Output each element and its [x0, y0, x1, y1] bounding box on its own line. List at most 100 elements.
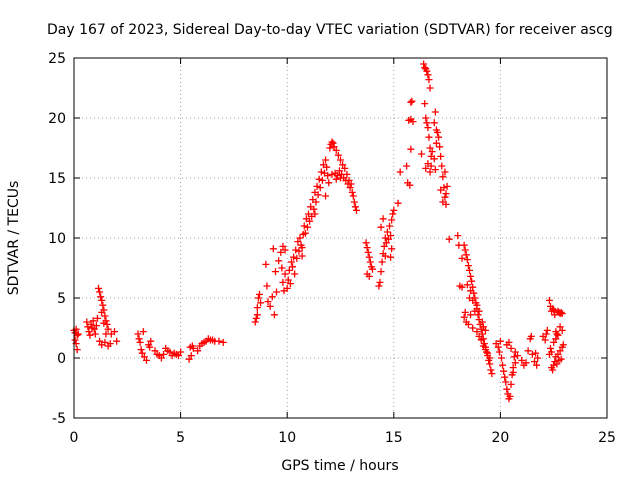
data-point	[73, 331, 81, 339]
data-point	[325, 179, 333, 187]
data-point	[406, 181, 414, 189]
data-point	[558, 326, 566, 334]
data-point	[215, 337, 223, 345]
data-point	[467, 287, 475, 295]
data-point	[290, 253, 298, 261]
data-point	[271, 268, 279, 276]
data-point	[95, 284, 103, 292]
data-point	[554, 331, 562, 339]
data-point	[549, 366, 557, 374]
data-point	[495, 348, 503, 356]
data-point	[277, 248, 285, 256]
data-point	[303, 223, 311, 231]
data-point	[458, 283, 466, 291]
data-point	[92, 322, 100, 330]
data-point	[352, 206, 360, 214]
data-point	[425, 133, 433, 141]
plot-frame	[73, 57, 608, 419]
data-point	[326, 144, 334, 152]
data-point	[499, 361, 507, 369]
data-point	[511, 348, 519, 356]
data-point	[300, 222, 308, 230]
data-point	[279, 278, 287, 286]
data-point	[379, 215, 387, 223]
data-point	[426, 168, 434, 176]
data-point	[387, 232, 395, 240]
data-point	[337, 156, 344, 164]
data-point	[390, 206, 398, 214]
y-tick-label: -5	[52, 411, 66, 427]
data-point	[422, 114, 430, 122]
data-point	[136, 338, 144, 346]
data-point	[541, 336, 549, 344]
data-point	[503, 385, 511, 393]
data-point	[93, 314, 101, 322]
data-point	[375, 282, 383, 290]
x-tick-label: 0	[70, 430, 79, 446]
data-point	[335, 167, 343, 175]
y-axis-label: SDTVAR / TECUs	[6, 181, 22, 296]
data-point	[376, 278, 384, 286]
data-point	[337, 174, 344, 182]
data-point	[71, 336, 79, 344]
data-point	[74, 330, 82, 338]
y-tick-label: 5	[57, 291, 66, 307]
data-point	[460, 313, 468, 321]
data-point	[463, 281, 471, 289]
data-point	[479, 323, 487, 331]
x-tick-label: 20	[491, 430, 509, 446]
data-point	[557, 355, 565, 363]
y-tick-label: 15	[48, 171, 66, 187]
data-point	[328, 138, 336, 146]
data-point	[330, 143, 338, 151]
data-point	[251, 318, 259, 326]
data-point	[139, 328, 147, 336]
data-point	[502, 378, 510, 386]
data-point	[285, 266, 293, 274]
data-point	[427, 162, 435, 170]
data-point	[151, 347, 159, 355]
data-point	[473, 301, 481, 309]
data-point	[146, 343, 154, 351]
data-point	[518, 356, 526, 364]
data-point	[298, 244, 306, 252]
data-point	[286, 280, 294, 288]
data-point	[527, 332, 535, 340]
data-point	[477, 336, 485, 344]
data-point	[380, 242, 388, 250]
data-point	[363, 244, 371, 252]
data-point	[388, 245, 396, 253]
data-point	[551, 311, 559, 319]
data-point	[500, 367, 508, 375]
data-point	[157, 354, 165, 362]
data-point	[494, 343, 502, 351]
data-point	[496, 337, 504, 345]
data-point	[194, 347, 202, 355]
data-point	[505, 338, 513, 346]
data-point	[442, 190, 450, 198]
data-point	[465, 266, 473, 274]
data-point	[318, 176, 326, 184]
data-point	[510, 353, 518, 361]
data-point	[334, 151, 342, 159]
data-point	[219, 338, 227, 346]
grid-lines	[74, 58, 607, 418]
data-point	[468, 277, 476, 285]
data-point	[185, 355, 193, 363]
data-point	[346, 184, 354, 192]
data-point	[366, 258, 374, 266]
data-point	[407, 145, 415, 153]
data-point	[469, 324, 477, 332]
data-point	[381, 234, 389, 242]
data-point	[350, 198, 358, 206]
data-point	[268, 293, 276, 301]
data-point	[431, 166, 439, 174]
y-tick-label: 0	[57, 351, 66, 367]
data-point	[441, 193, 449, 201]
data-point	[166, 348, 174, 356]
data-point	[294, 238, 302, 246]
data-point	[422, 164, 430, 172]
data-point	[314, 191, 322, 199]
data-point	[377, 268, 385, 276]
